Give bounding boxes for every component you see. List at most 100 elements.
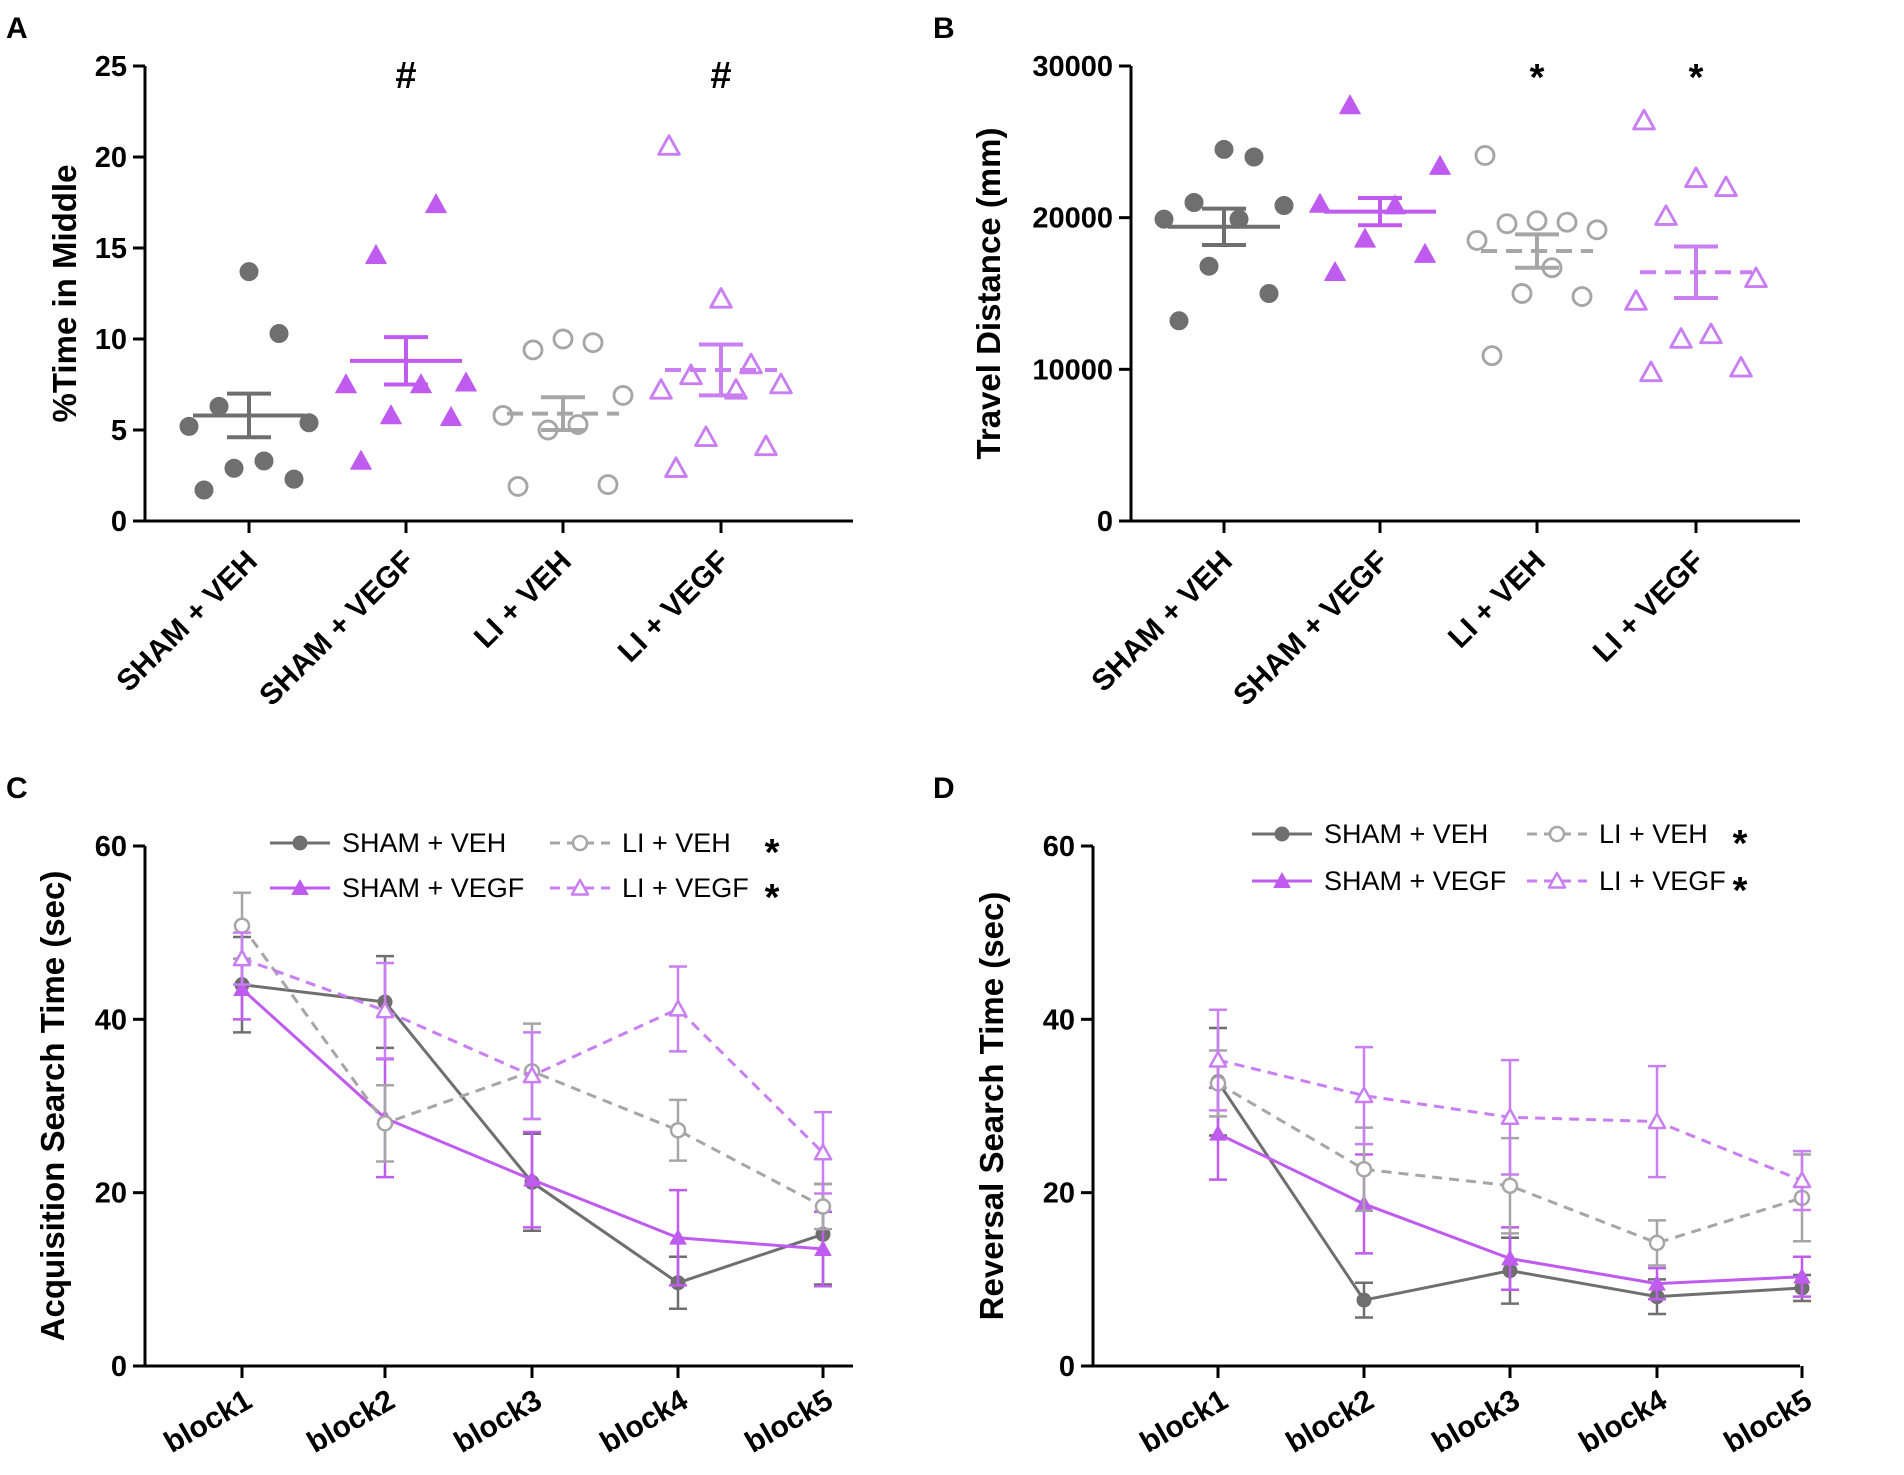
panel-c-acquisition-search-time-chart: 0 20 40 60 Acquisition Search Time (sec) bloc… xyxy=(34,828,853,1460)
data-point xyxy=(769,372,793,395)
data-point xyxy=(754,434,778,457)
x-category-label: block2 xyxy=(1281,1383,1380,1459)
data-point xyxy=(1501,1249,1519,1266)
x-category-label: SHAM + VEH xyxy=(110,545,264,699)
group-sham-vegf xyxy=(1309,94,1451,282)
data-point xyxy=(694,425,718,447)
y-axis-label: Travel Distance (mm) xyxy=(970,128,1007,460)
data-point xyxy=(1324,261,1346,282)
data-point xyxy=(299,413,319,433)
legend-marker xyxy=(291,879,309,895)
data-point xyxy=(1632,108,1656,131)
y-tick-label: 0 xyxy=(111,506,127,538)
group-li-veh xyxy=(492,328,634,497)
legend-label: LI + VEH xyxy=(1599,819,1708,849)
data-point xyxy=(1244,147,1264,167)
y-axis-label: %Time in Middle xyxy=(46,165,83,423)
group-sham-veh xyxy=(1154,139,1294,331)
legend-marker xyxy=(1548,825,1566,843)
data-point xyxy=(552,328,574,350)
data-point xyxy=(209,396,229,416)
data-point xyxy=(1556,211,1578,233)
legend-label: LI + VEGF xyxy=(622,873,749,903)
group-li-vegf xyxy=(649,134,793,478)
data-point xyxy=(1654,204,1678,226)
data-point xyxy=(522,1066,542,1084)
data-point xyxy=(1729,356,1753,378)
data-point xyxy=(1169,311,1189,331)
group-li-veh xyxy=(1466,145,1608,367)
legend-marker xyxy=(570,878,590,896)
panel-b-travel-distance-chart: 0 10000 20000 30000 Travel Distance (mm) SHAM… xyxy=(970,51,1800,712)
data-point xyxy=(1586,219,1608,241)
data-point xyxy=(507,475,529,497)
panel-label-c: C xyxy=(6,772,28,805)
data-point xyxy=(1309,193,1331,213)
x-category-label: block5 xyxy=(740,1383,839,1459)
data-point xyxy=(376,1115,394,1132)
data-point xyxy=(269,324,289,344)
data-point xyxy=(224,458,244,478)
y-tick-label: 0 xyxy=(1097,506,1113,538)
data-point xyxy=(1384,194,1406,215)
y-tick-label: 15 xyxy=(95,233,127,265)
y-tick-label: 60 xyxy=(1043,831,1075,863)
significance-marker: * xyxy=(1689,57,1704,99)
legend-marker xyxy=(1274,826,1290,842)
data-point xyxy=(664,456,688,478)
legend-marker xyxy=(1547,871,1567,889)
data-point xyxy=(335,373,357,394)
data-point xyxy=(813,1143,833,1161)
data-point xyxy=(1714,175,1738,198)
data-point xyxy=(1209,1125,1227,1141)
data-point xyxy=(233,980,251,996)
data-point xyxy=(1647,1112,1667,1130)
significance-marker: * xyxy=(765,832,780,874)
y-tick-label: 20 xyxy=(95,1178,127,1210)
group-sham-vegf xyxy=(335,193,477,470)
y-tick-label: 60 xyxy=(95,831,127,863)
data-point xyxy=(1500,1107,1520,1125)
x-category-label: LI + VEH xyxy=(1442,545,1552,655)
group-sham-veh xyxy=(179,262,319,500)
data-point xyxy=(284,469,304,489)
data-point xyxy=(1669,327,1693,349)
data-point xyxy=(1793,1268,1811,1284)
significance-marker: * xyxy=(1733,870,1748,912)
series-li-vegf xyxy=(1208,1008,1812,1212)
y-tick-label: 30000 xyxy=(1032,51,1113,83)
x-category-label: SHAM + VEGF xyxy=(253,545,421,713)
significance-marker: * xyxy=(1530,57,1545,99)
data-point xyxy=(649,378,673,400)
data-point xyxy=(1466,229,1488,251)
data-point xyxy=(194,480,214,500)
data-point xyxy=(1259,284,1279,303)
data-point xyxy=(239,262,259,282)
series-li-vegf xyxy=(232,931,833,1195)
data-point xyxy=(1699,322,1723,345)
legend-label: SHAM + VEGF xyxy=(342,873,524,903)
y-tick-label: 20 xyxy=(1043,1178,1075,1210)
data-point xyxy=(669,1122,687,1139)
significance-marker: * xyxy=(1733,823,1748,865)
y-tick-label: 0 xyxy=(111,1351,127,1383)
data-point xyxy=(1501,1177,1519,1194)
data-point xyxy=(1648,1234,1666,1252)
data-point xyxy=(1684,166,1708,188)
data-point xyxy=(1354,1086,1374,1104)
data-point xyxy=(814,1240,832,1256)
data-point xyxy=(657,134,681,156)
data-point xyxy=(1184,193,1204,212)
x-category-label: SHAM + VEH xyxy=(1085,545,1239,699)
data-point xyxy=(1744,266,1768,289)
data-point xyxy=(365,244,387,265)
legend-label: SHAM + VEH xyxy=(1324,819,1488,849)
data-point xyxy=(1648,1275,1666,1291)
data-point xyxy=(1154,209,1174,229)
series-sham-vegf xyxy=(233,957,832,1288)
x-category-label: LI + VEGF xyxy=(612,545,736,669)
data-point xyxy=(1639,360,1663,383)
